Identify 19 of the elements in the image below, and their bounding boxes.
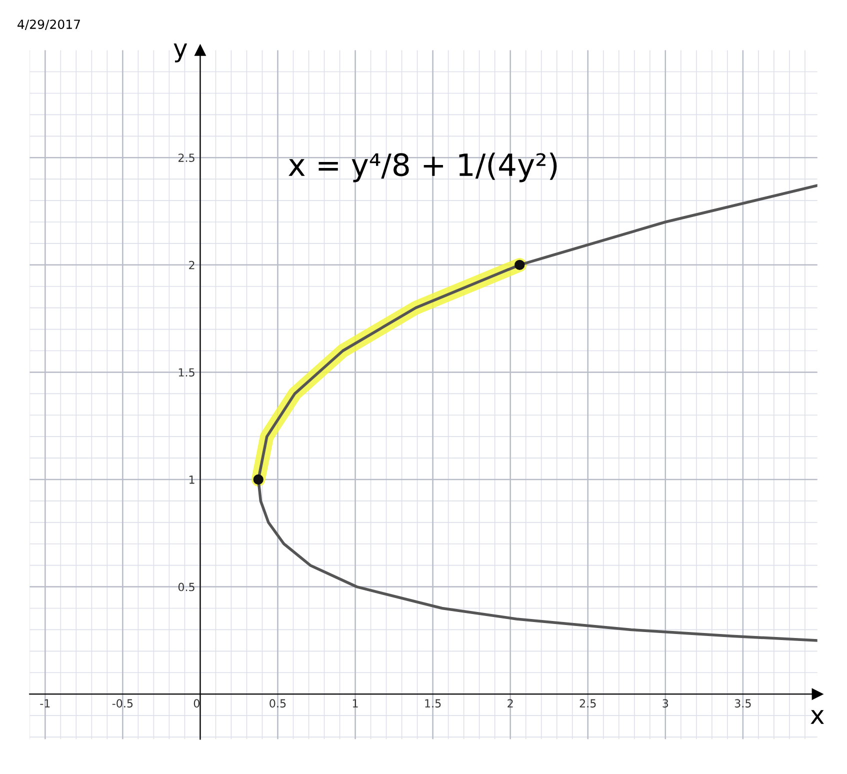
x-tick-label: 2 [508,699,513,708]
x-tick-label: 3.5 [734,699,751,708]
y-tick-label: 1.5 [178,368,194,377]
y-tick-label: 2.5 [178,154,194,162]
x-tick-label: 3 [662,699,668,708]
x-tick-label: -1 [40,699,50,708]
annotation: x = y⁴/8 + 1/(4y²) [288,152,557,182]
x-tick-label: 0.5 [270,699,286,708]
y-tick-label: 1 [190,476,194,484]
y-axis-title: y [174,44,188,62]
y-tick-label: 0.5 [178,582,194,592]
y-tick-label: 2 [189,260,194,270]
x-axis-title: x [810,710,824,724]
x-tick-label: 1.5 [425,699,441,708]
x-tick-label: -0.5 [112,699,133,708]
x-tick-label: 1 [352,699,358,708]
text: 4/29/2017 [18,20,80,30]
x-tick-label: 0 [194,699,200,708]
x-tick-label: 2.5 [580,699,596,708]
